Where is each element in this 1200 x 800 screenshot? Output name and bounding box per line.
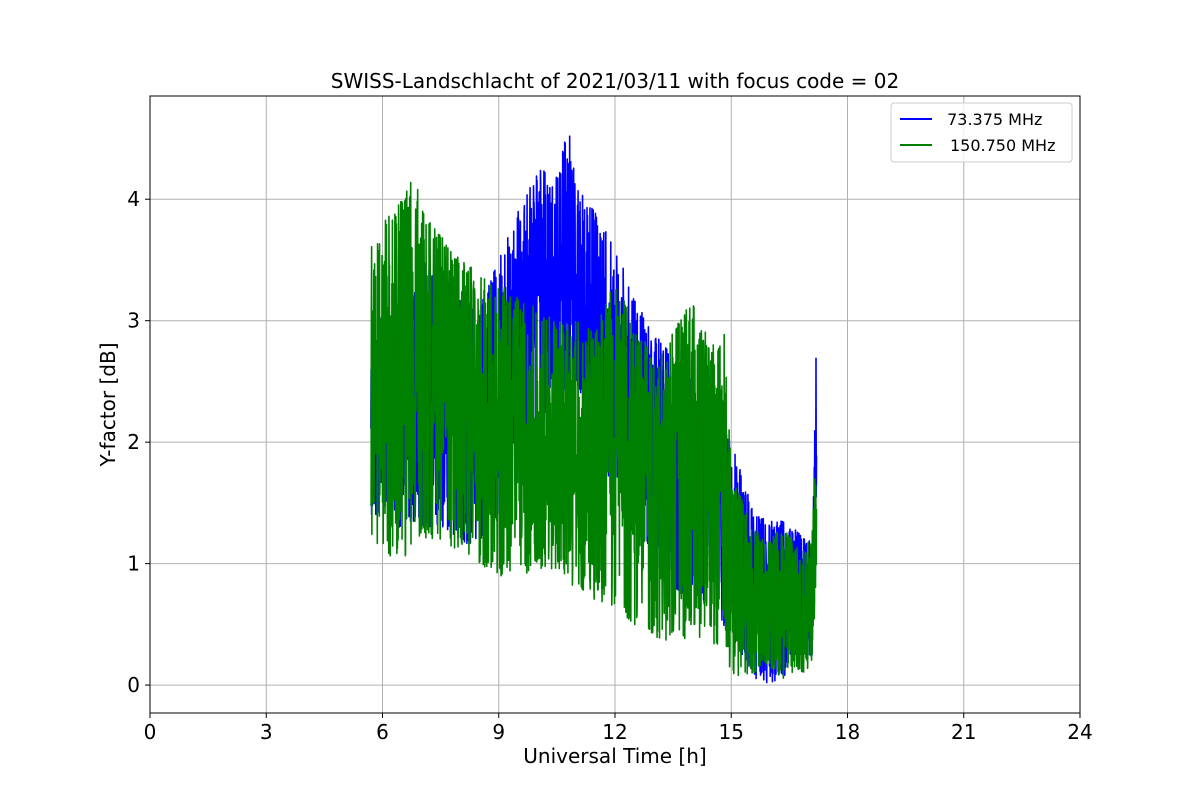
y-axis: 0 1 2 3 4 bbox=[127, 187, 150, 697]
x-axis-label: Universal Time [h] bbox=[523, 744, 706, 768]
x-tick-label: 0 bbox=[144, 720, 157, 744]
y-tick-label: 2 bbox=[127, 430, 140, 454]
legend-label-series-2: 150.750 MHz bbox=[950, 136, 1055, 155]
series-layer bbox=[370, 135, 818, 684]
legend-label-series-1: 73.375 MHz bbox=[942, 110, 1042, 129]
x-tick-label: 9 bbox=[492, 720, 505, 744]
x-tick-label: 3 bbox=[260, 720, 273, 744]
legend-frame bbox=[890, 102, 1073, 163]
legend: 73.375 MHz 150.750 MHz bbox=[890, 102, 1073, 163]
series-line-2 bbox=[370, 181, 818, 679]
x-tick-label: 12 bbox=[602, 720, 627, 744]
y-tick-label: 1 bbox=[127, 552, 140, 576]
y-tick-label: 4 bbox=[127, 187, 140, 211]
y-axis-label: Y-factor [dB] bbox=[96, 342, 120, 467]
y-tick-label: 0 bbox=[127, 673, 140, 697]
chart-title: SWISS-Landschlacht of 2021/03/11 with fo… bbox=[331, 69, 899, 93]
x-axis: 0 3 6 9 12 15 18 21 24 bbox=[144, 713, 1093, 744]
x-tick-label: 15 bbox=[719, 720, 744, 744]
x-tick-label: 21 bbox=[951, 720, 976, 744]
x-tick-label: 24 bbox=[1067, 720, 1092, 744]
x-tick-label: 18 bbox=[835, 720, 860, 744]
x-tick-label: 6 bbox=[376, 720, 389, 744]
y-tick-label: 3 bbox=[127, 309, 140, 333]
